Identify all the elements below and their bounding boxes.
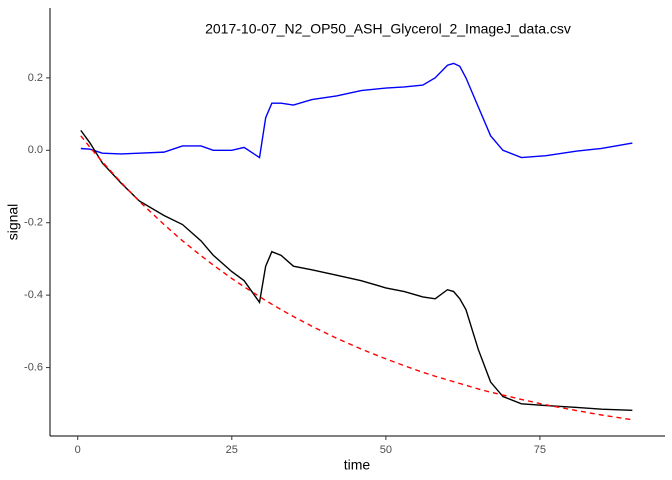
y-tick-label: -0.6	[24, 361, 43, 373]
y-axis-label: signal	[5, 204, 21, 241]
x-tick-label: 75	[534, 444, 546, 456]
y-tick-label: 0.0	[28, 144, 43, 156]
chart-title: 2017-10-07_N2_OP50_ASH_Glycerol_2_ImageJ…	[205, 21, 571, 37]
x-tick-label: 25	[226, 444, 238, 456]
series-line	[80, 129, 633, 411]
x-tick-label: 0	[75, 444, 81, 456]
series-line	[80, 62, 633, 159]
series-line	[80, 135, 633, 421]
x-tick-label: 50	[380, 444, 392, 456]
y-tick-label: -0.2	[24, 217, 43, 229]
y-tick-label: -0.4	[24, 289, 43, 301]
y-tick-label: 0.2	[28, 72, 43, 84]
x-axis-label: time	[344, 457, 371, 473]
